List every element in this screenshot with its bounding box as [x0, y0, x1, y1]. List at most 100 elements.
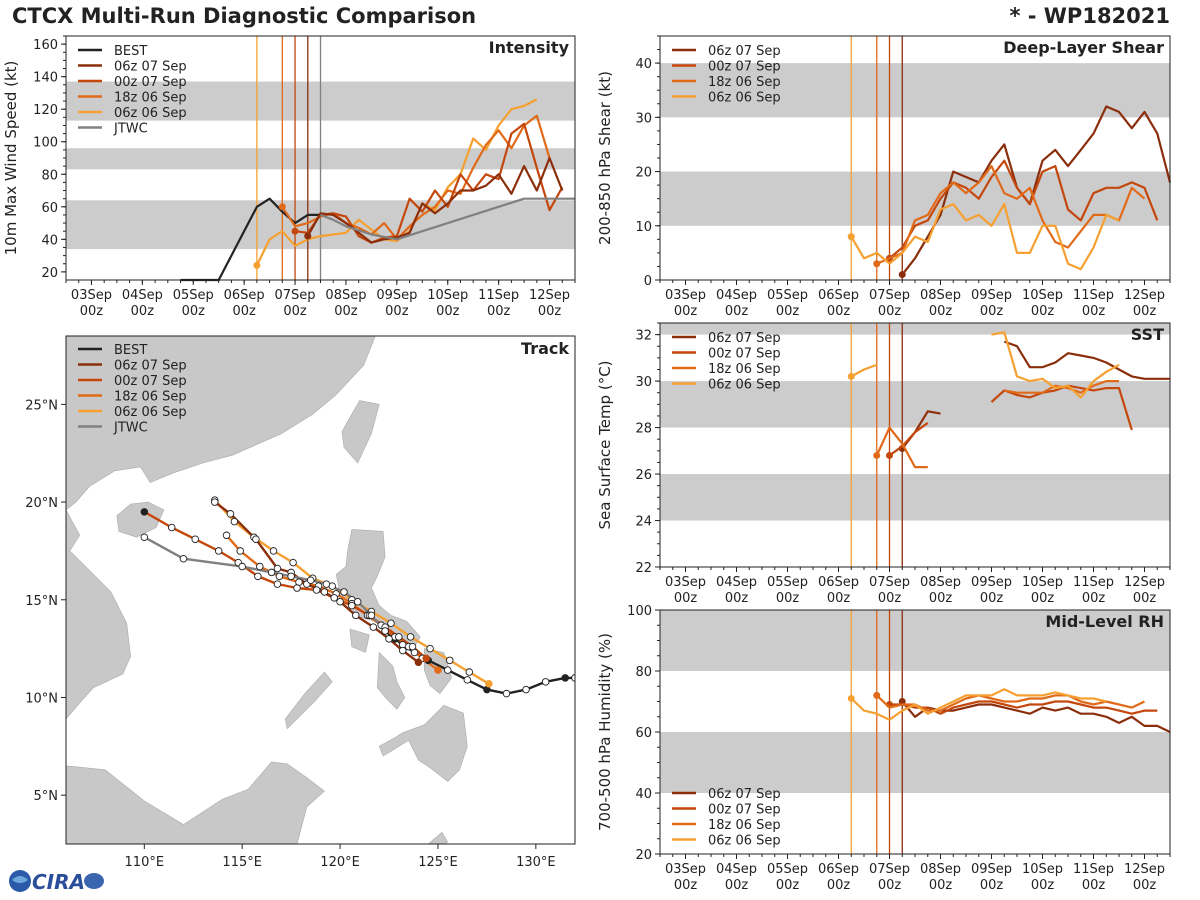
series-start-point [847, 233, 855, 241]
land-hainan [116, 501, 165, 538]
track-point [289, 558, 297, 567]
x-tick-label-hour: 00z [980, 878, 1004, 893]
track-point [426, 644, 434, 653]
y-tick-label: 24 [635, 515, 652, 530]
y-tick-label: 120 [33, 103, 58, 118]
x-tick-label-hour: 00z [827, 304, 851, 319]
track-point [463, 676, 472, 684]
land-vietnam [66, 509, 131, 720]
x-tick-label: 05Sep [767, 862, 808, 877]
x-tick-label: 10Sep [1022, 288, 1063, 303]
track-point [522, 685, 530, 694]
series-line-06z-06-Sep [850, 331, 1120, 399]
y-tick-label: 60 [635, 726, 652, 741]
track-point [179, 554, 188, 563]
x-tick-label: 10Sep [427, 288, 468, 303]
track-point [211, 498, 219, 506]
panel-title: Intensity [489, 38, 570, 57]
series-line-00z-07-Sep [888, 159, 1159, 260]
y-tick-label: 26 [635, 468, 652, 483]
track-point [434, 666, 442, 674]
x-tick-label-hour: 00z [674, 304, 698, 319]
panel-title: SST [1131, 325, 1164, 344]
track-point [395, 633, 403, 641]
track-point [561, 674, 569, 682]
legend-label: 06z 07 Sep [708, 44, 781, 59]
panel-rh: 2040608010003Sep00z04Sep00z05Sep00z06Sep… [596, 604, 1171, 893]
track-line-00z-07-Sep [143, 510, 427, 660]
series-line-00z-07-Sep [294, 122, 564, 244]
y-tick-label: 30 [635, 111, 652, 126]
track-point [406, 633, 415, 641]
track-point [353, 597, 362, 606]
track-point [408, 642, 417, 651]
series-start-point [304, 232, 312, 240]
x-tick-label-hour: 00z [1133, 304, 1157, 319]
x-tick-label-hour: 00z [776, 591, 800, 606]
storm-id: * - WP182021 [1009, 4, 1170, 28]
x-tick-label-hour: 00z [334, 304, 358, 319]
x-tick-label-hour: 00z [980, 591, 1004, 606]
x-tick-label: 125°E [418, 855, 458, 870]
x-tick-label-hour: 00z [674, 591, 698, 606]
legend-label: 18z 06 Sep [708, 362, 781, 377]
x-tick-label-hour: 00z [1133, 878, 1157, 893]
track-point [287, 572, 295, 581]
x-tick-label: 04Sep [716, 575, 757, 590]
panel-title: Deep-Layer Shear [1003, 38, 1164, 57]
track-point [293, 584, 301, 592]
legend-label: BEST [114, 343, 147, 358]
x-tick-label: 03Sep [665, 575, 706, 590]
x-tick-label-hour: 00z [232, 304, 256, 319]
y-tick-label: 15°N [25, 594, 58, 609]
x-tick-label: 12Sep [529, 288, 570, 303]
series-start-point [278, 203, 286, 211]
x-tick-label-hour: 00z [725, 878, 749, 893]
y-tick-label: 140 [33, 71, 58, 86]
x-tick-label-hour: 00z [80, 304, 104, 319]
track-point [226, 510, 235, 518]
x-tick-label: 04Sep [716, 288, 757, 303]
cira-logo-graphic: CIRA [9, 870, 104, 894]
series-start-point [873, 260, 881, 268]
y-axis-label: Sea Surface Temp (°C) [596, 360, 614, 529]
track-point [340, 588, 348, 596]
x-tick-label-hour: 00z [487, 304, 511, 319]
series-line-00z-07-Sep [888, 384, 1133, 457]
x-tick-label: 06Sep [818, 575, 859, 590]
track-point [571, 674, 575, 682]
legend-label: 18z 06 Sep [708, 818, 781, 833]
y-tick-label: 20 [635, 166, 652, 181]
y-tick-label: 100 [627, 604, 652, 619]
track-point [330, 594, 338, 602]
x-tick-label-hour: 00z [878, 591, 902, 606]
x-tick-label-hour: 00z [929, 304, 953, 319]
track-point [445, 656, 454, 665]
axes-frame [65, 335, 576, 845]
x-tick-label-hour: 00z [131, 304, 155, 319]
x-tick-label-hour: 00z [1031, 591, 1055, 606]
series-line-06z-07-Sep [901, 105, 1172, 276]
x-tick-label: 07Sep [275, 288, 316, 303]
land-sulawesi-tip [427, 831, 449, 844]
track-point [269, 547, 278, 555]
x-tick-label-hour: 00z [980, 304, 1004, 319]
legend-label: 06z 06 Sep [114, 106, 187, 121]
legend-label: 06z 06 Sep [708, 91, 781, 106]
y-tick-label: 80 [41, 168, 58, 183]
track-point [167, 523, 176, 532]
land-mindanao [378, 704, 468, 782]
x-tick-label-hour: 00z [725, 304, 749, 319]
y-tick-label: 80 [635, 665, 652, 680]
series-line-06z-06-Sep [850, 688, 1107, 721]
track-point [238, 562, 246, 571]
y-tick-label: 40 [635, 57, 652, 72]
x-tick-label: 11Sep [1073, 862, 1114, 877]
series-start-point [873, 451, 881, 459]
land-china [66, 336, 376, 511]
x-tick-label-hour: 00z [436, 304, 460, 319]
track-point [398, 646, 407, 655]
series-line-06z-07-Sep [306, 156, 564, 244]
panel-intensity: 2040608010012014016003Sep00z04Sep00z05Se… [2, 35, 576, 319]
x-tick-label: 07Sep [869, 288, 910, 303]
